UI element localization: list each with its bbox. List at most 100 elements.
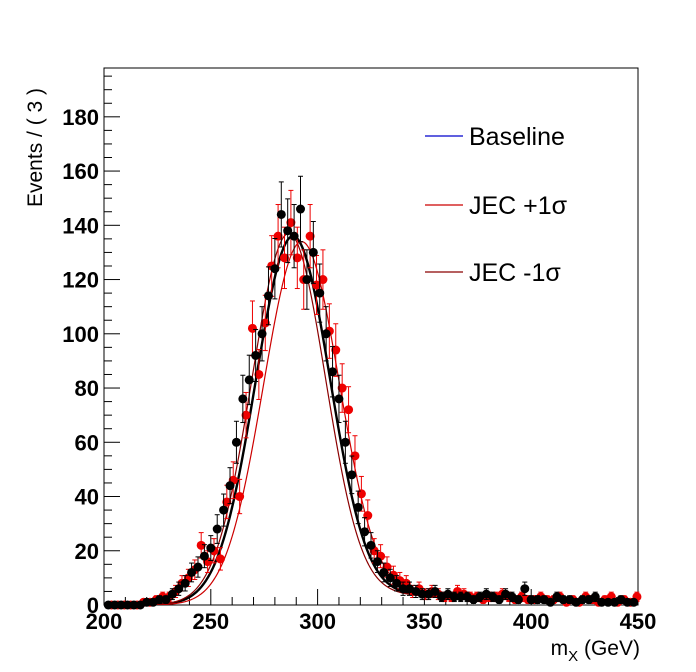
data-point xyxy=(456,592,466,602)
data-point xyxy=(292,253,302,263)
data-point xyxy=(286,218,296,228)
data-point xyxy=(526,595,536,605)
y-tick-label: 100 xyxy=(62,322,99,347)
data-point xyxy=(155,595,165,605)
data-point xyxy=(206,543,216,553)
x-tick-label: 250 xyxy=(192,609,229,634)
data-point xyxy=(603,597,613,607)
x-tick-labels: 200 250 300 350 400 450 xyxy=(86,609,657,634)
data-point xyxy=(161,595,171,605)
y-tick-label: 0 xyxy=(87,593,99,618)
x-tick-label: 200 xyxy=(86,609,123,634)
data-point xyxy=(196,540,206,550)
data-point xyxy=(129,600,139,610)
data-point xyxy=(366,540,376,550)
y-tick-label: 180 xyxy=(62,105,99,130)
data-point xyxy=(276,209,286,219)
data-point xyxy=(392,578,402,588)
data-point xyxy=(180,578,190,588)
data-point xyxy=(449,592,459,602)
data-point xyxy=(513,595,523,605)
legend-label: Baseline xyxy=(469,123,565,151)
data-point xyxy=(254,369,264,379)
data-point xyxy=(494,595,504,605)
data-point xyxy=(344,405,354,415)
data-point xyxy=(116,600,126,610)
data-point xyxy=(142,597,152,607)
y-tick-label: 60 xyxy=(75,430,99,455)
data-point xyxy=(244,375,254,385)
data-point xyxy=(263,291,273,301)
data-point xyxy=(398,584,408,594)
y-tick-label: 140 xyxy=(62,213,99,238)
data-point xyxy=(318,275,328,285)
data-point xyxy=(251,350,261,360)
data-points xyxy=(103,175,642,610)
data-point xyxy=(270,264,280,274)
plot-frame xyxy=(103,67,639,606)
data-point xyxy=(231,437,241,447)
data-point xyxy=(597,597,607,607)
y-tick-label: 120 xyxy=(62,268,99,293)
data-point xyxy=(558,595,568,605)
data-point xyxy=(219,505,229,515)
data-point xyxy=(328,367,338,377)
data-point xyxy=(337,383,347,393)
legend-label: JEC -1σ xyxy=(469,259,561,287)
data-point xyxy=(222,497,232,507)
y-tick-label: 40 xyxy=(75,485,99,510)
data-point xyxy=(315,288,325,298)
data-point xyxy=(590,592,600,602)
data-point xyxy=(379,567,389,577)
data-point xyxy=(110,600,120,610)
data-point xyxy=(167,589,177,599)
data-point xyxy=(340,437,350,447)
data-point xyxy=(353,502,363,512)
data-point xyxy=(308,247,318,257)
data-point xyxy=(279,253,289,263)
data-point xyxy=(283,226,293,236)
axis-ticks xyxy=(103,75,639,606)
data-point xyxy=(215,554,225,564)
data-point xyxy=(360,527,370,537)
legend-label: JEC +1σ xyxy=(469,192,568,220)
data-point xyxy=(296,204,306,214)
data-point xyxy=(302,275,312,285)
data-point xyxy=(622,597,632,607)
y-tick-labels: 0 20 40 60 80 100 120 140 160 180 xyxy=(62,105,99,618)
data-point xyxy=(417,589,427,599)
data-point xyxy=(193,562,203,572)
data-point xyxy=(385,573,395,583)
data-point xyxy=(241,410,251,420)
data-point xyxy=(257,329,267,339)
data-point xyxy=(225,481,235,491)
data-point xyxy=(545,597,555,607)
data-point xyxy=(122,600,132,610)
data-point xyxy=(312,280,322,290)
y-axis-title: Events / ( 3 ) xyxy=(24,88,47,207)
data-point xyxy=(305,231,315,241)
data-point xyxy=(347,470,357,480)
y-tick-label: 160 xyxy=(62,159,99,184)
legend: Baseline JEC +1σ JEC -1σ xyxy=(425,123,568,287)
x-axis-title-main: m xyxy=(551,637,569,660)
data-point xyxy=(430,586,440,596)
data-point xyxy=(174,584,184,594)
data-point xyxy=(187,567,197,577)
data-point xyxy=(199,551,209,561)
data-point xyxy=(533,595,543,605)
data-point xyxy=(577,595,587,605)
x-tick-label: 450 xyxy=(620,609,657,634)
data-point xyxy=(334,394,344,404)
data-point xyxy=(331,345,341,355)
data-point xyxy=(212,524,222,534)
data-point xyxy=(321,329,331,339)
data-point xyxy=(238,394,248,404)
x-axis-unit: (GeV) xyxy=(584,637,640,660)
y-tick-label: 20 xyxy=(75,539,99,564)
x-tick-label: 300 xyxy=(299,609,336,634)
data-point xyxy=(520,584,530,594)
y-tick-label: 80 xyxy=(75,376,99,401)
